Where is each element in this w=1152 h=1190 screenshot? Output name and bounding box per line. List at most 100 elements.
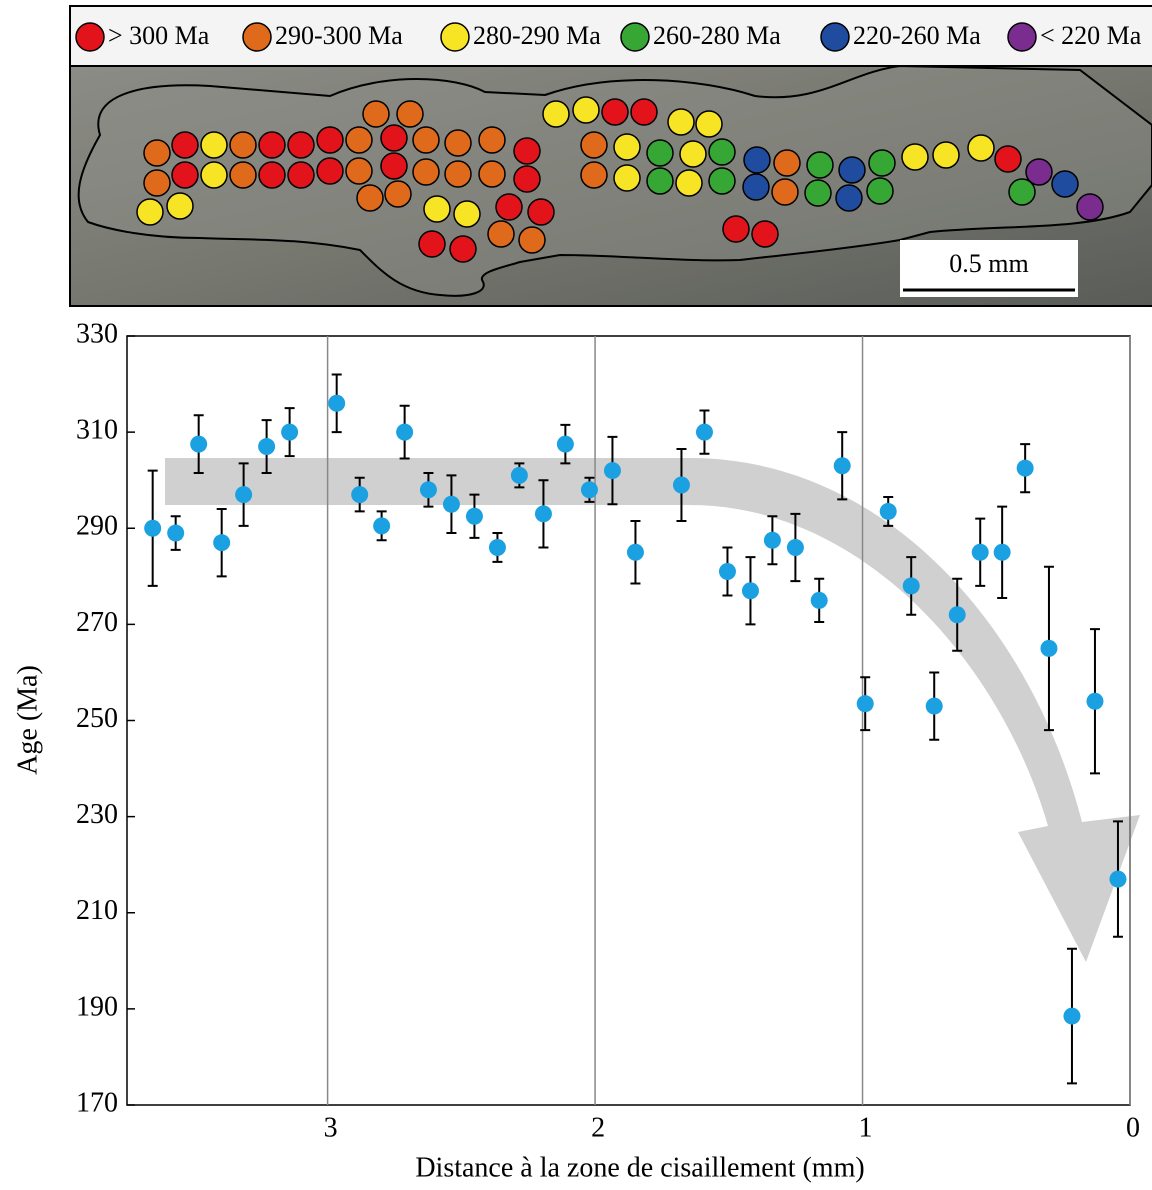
legend-label: 220-260 Ma bbox=[853, 21, 981, 50]
data-point bbox=[856, 695, 874, 713]
data-point bbox=[213, 534, 231, 552]
data-point bbox=[971, 543, 989, 561]
data-point bbox=[603, 462, 621, 480]
data-point bbox=[948, 606, 966, 624]
spot bbox=[667, 108, 695, 136]
scale-label: 0.5 mm bbox=[949, 249, 1028, 278]
spot bbox=[287, 161, 315, 189]
spot bbox=[478, 160, 506, 188]
x-tick-label: 2 bbox=[591, 1112, 605, 1143]
spot bbox=[478, 126, 506, 154]
spot bbox=[613, 164, 641, 192]
spot bbox=[345, 157, 373, 185]
data-point bbox=[1040, 639, 1058, 657]
spot bbox=[527, 198, 555, 226]
spot bbox=[258, 161, 286, 189]
legend-swatch bbox=[440, 22, 470, 52]
spot bbox=[396, 100, 424, 128]
y-tick-label: 190 bbox=[76, 991, 118, 1022]
spot bbox=[513, 137, 541, 165]
spot bbox=[518, 226, 546, 254]
legend-box bbox=[69, 5, 1152, 67]
spot bbox=[449, 235, 477, 263]
legend-label: > 300 Ma bbox=[108, 21, 210, 50]
spot bbox=[513, 165, 541, 193]
spot bbox=[572, 96, 600, 124]
spot bbox=[613, 133, 641, 161]
spot bbox=[722, 215, 750, 243]
trend-arrow bbox=[165, 458, 1140, 962]
spot bbox=[229, 161, 257, 189]
spot bbox=[380, 152, 408, 180]
data-point bbox=[373, 517, 391, 535]
spot bbox=[901, 143, 929, 171]
data-point bbox=[672, 476, 690, 494]
legend-label: 280-290 Ma bbox=[473, 21, 601, 50]
spot bbox=[143, 169, 171, 197]
data-point bbox=[786, 538, 804, 556]
data-point bbox=[925, 697, 943, 715]
data-point bbox=[419, 481, 437, 499]
data-point bbox=[1016, 459, 1034, 477]
spot bbox=[453, 200, 481, 228]
data-point bbox=[328, 394, 346, 412]
spot bbox=[580, 131, 608, 159]
spot bbox=[171, 161, 199, 189]
spot bbox=[287, 131, 315, 159]
y-tick-label: 270 bbox=[76, 607, 118, 638]
dots bbox=[136, 96, 1104, 263]
data-point bbox=[695, 423, 713, 441]
data-point bbox=[235, 486, 253, 504]
spot bbox=[444, 129, 472, 157]
spot bbox=[143, 139, 171, 167]
legend-swatch bbox=[620, 22, 650, 52]
spot bbox=[444, 160, 472, 188]
spot bbox=[806, 151, 834, 179]
scale-box bbox=[900, 240, 1078, 297]
data-point bbox=[810, 591, 828, 609]
spot bbox=[868, 149, 896, 177]
spot bbox=[423, 195, 451, 223]
data-point bbox=[465, 507, 483, 525]
data-point bbox=[351, 486, 369, 504]
data-point bbox=[144, 519, 162, 537]
spot bbox=[675, 169, 703, 197]
spot bbox=[412, 126, 440, 154]
spot bbox=[418, 230, 446, 258]
data-point bbox=[626, 543, 644, 561]
spot bbox=[932, 141, 960, 169]
spot bbox=[743, 146, 771, 174]
data-point bbox=[1109, 870, 1127, 888]
data-point bbox=[993, 543, 1011, 561]
spot bbox=[804, 179, 832, 207]
data-point bbox=[534, 505, 552, 523]
spot bbox=[166, 192, 194, 220]
x-tick-label: 3 bbox=[324, 1112, 338, 1143]
spot bbox=[316, 126, 344, 154]
plot-frame bbox=[126, 335, 1131, 1106]
spot bbox=[412, 158, 440, 186]
spot bbox=[601, 98, 629, 126]
data-point bbox=[281, 423, 299, 441]
data-point bbox=[442, 495, 460, 513]
spot bbox=[345, 126, 373, 154]
spot bbox=[380, 124, 408, 152]
data-point bbox=[1063, 1007, 1081, 1025]
data-point bbox=[833, 457, 851, 475]
spot bbox=[835, 184, 863, 212]
y-tick-label: 210 bbox=[76, 895, 118, 926]
y-tick-label: 310 bbox=[76, 415, 118, 446]
spot bbox=[646, 167, 674, 195]
legend-swatch bbox=[75, 22, 105, 52]
spot bbox=[646, 139, 674, 167]
spot bbox=[384, 180, 412, 208]
spot bbox=[751, 220, 779, 248]
x-tick-label: 1 bbox=[859, 1112, 873, 1143]
spot bbox=[695, 110, 723, 138]
data-point bbox=[488, 538, 506, 556]
spot bbox=[1025, 158, 1053, 186]
spot bbox=[542, 100, 570, 128]
spot bbox=[742, 173, 770, 201]
spot bbox=[1051, 170, 1079, 198]
